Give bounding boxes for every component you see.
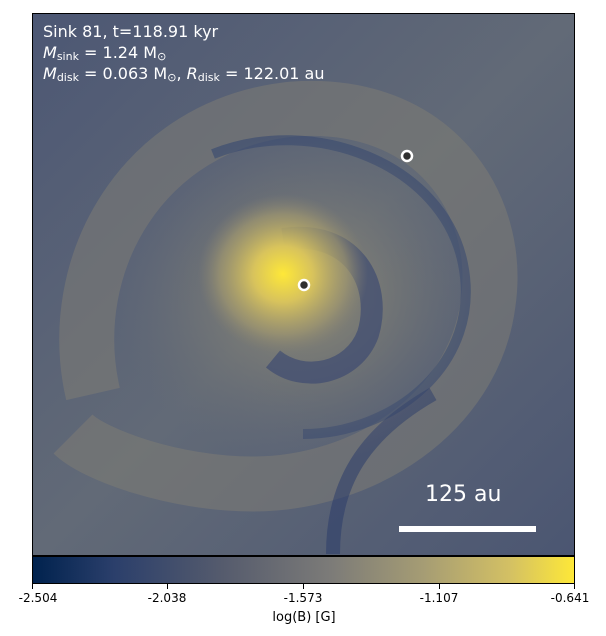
colorbar-tick xyxy=(439,584,440,589)
colorbar-tick xyxy=(167,584,168,589)
colorbar xyxy=(32,556,575,584)
scale-bar xyxy=(399,526,536,532)
scale-bar-label: 125 au xyxy=(425,482,502,507)
disk-mass-radius-label: Mdisk = 0.063 M⊙, Rdisk = 122.01 au xyxy=(43,64,325,84)
colorbar-tick xyxy=(32,584,33,589)
sink-marker-central xyxy=(297,278,311,292)
sink-mass-label: Msink = 1.24 M⊙ xyxy=(43,43,167,63)
plot-title: Sink 81, t=118.91 kyr xyxy=(43,22,219,41)
colorbar-tick-label: -1.573 xyxy=(283,591,323,605)
colorbar-tick-label: -0.641 xyxy=(550,591,590,605)
colorbar-tick xyxy=(303,584,304,589)
magnetic-field-map: Sink 81, t=118.91 kyr Msink = 1.24 M⊙ Md… xyxy=(32,13,575,556)
sink-marker-companion xyxy=(400,149,414,163)
colorbar-tick-label: -2.038 xyxy=(147,591,187,605)
colorbar-label: log(B) [G] xyxy=(272,610,336,625)
field-map-image xyxy=(33,14,574,555)
colorbar-tick-label: -2.504 xyxy=(18,591,58,605)
colorbar-tick-label: -1.107 xyxy=(419,591,459,605)
colorbar-tick xyxy=(574,584,575,589)
